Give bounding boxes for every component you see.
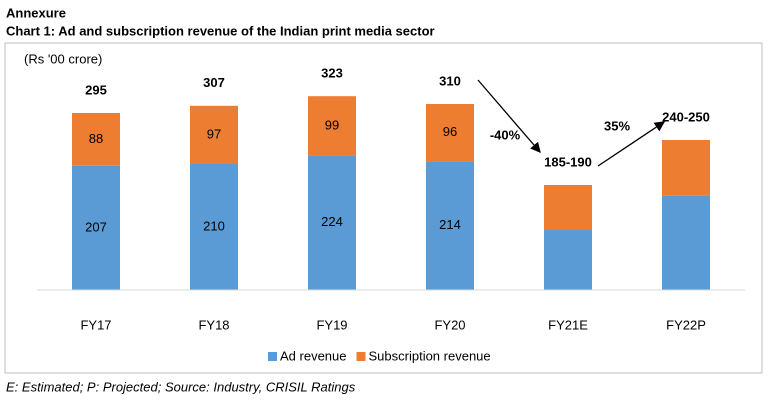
- unit-label: (Rs '00 crore): [24, 51, 102, 66]
- bar-segment: [544, 230, 592, 290]
- x-tick-label: FY20: [434, 317, 465, 332]
- chart-border: [4, 42, 763, 374]
- legend-swatch: [268, 352, 277, 361]
- bar-segment: [544, 185, 592, 230]
- bar-segment: [308, 96, 356, 156]
- bar-segment: [190, 164, 238, 290]
- bar-segment: [190, 105, 238, 164]
- legend-swatch: [356, 352, 366, 361]
- value-label: 224: [321, 214, 343, 229]
- header-label: Annexure: [6, 5, 66, 20]
- total-label: 307: [203, 75, 225, 90]
- arrow: [597, 121, 666, 167]
- bar-segment: [72, 113, 120, 166]
- legend-label: Ad revenue: [280, 348, 347, 363]
- bar-segment: [426, 104, 474, 162]
- total-label: 310: [439, 73, 461, 88]
- value-label: 88: [89, 131, 103, 146]
- bar-segment: [662, 140, 710, 196]
- value-label: 210: [203, 218, 225, 233]
- x-tick-label: FY18: [198, 317, 229, 332]
- header-title: Chart 1: Ad and subscription revenue of …: [6, 23, 435, 38]
- annotation: -40%: [490, 127, 521, 142]
- total-label: 323: [321, 66, 343, 81]
- arrow: [477, 79, 541, 153]
- total-label: 295: [85, 82, 107, 97]
- value-label: 214: [439, 217, 461, 232]
- total-label: 185-190: [544, 154, 592, 169]
- bar-segment: [426, 161, 474, 290]
- x-tick-label: FY19: [316, 317, 347, 332]
- bar-segment: [308, 155, 356, 290]
- legend-label: Subscription revenue: [369, 348, 491, 363]
- annotation: 35%: [604, 118, 630, 133]
- bar-segment: [662, 195, 710, 290]
- x-tick-label: FY22P: [666, 317, 706, 332]
- value-label: 207: [85, 219, 107, 234]
- total-label: 240-250: [662, 109, 710, 124]
- bar-segment: [72, 165, 120, 290]
- x-tick-label: FY21E: [548, 317, 588, 332]
- value-label: 99: [325, 117, 339, 132]
- value-label: 97: [207, 126, 221, 141]
- x-tick-label: FY17: [80, 317, 111, 332]
- value-label: 96: [443, 124, 457, 139]
- footnote: E: Estimated; P: Projected; Source: Indu…: [6, 379, 356, 394]
